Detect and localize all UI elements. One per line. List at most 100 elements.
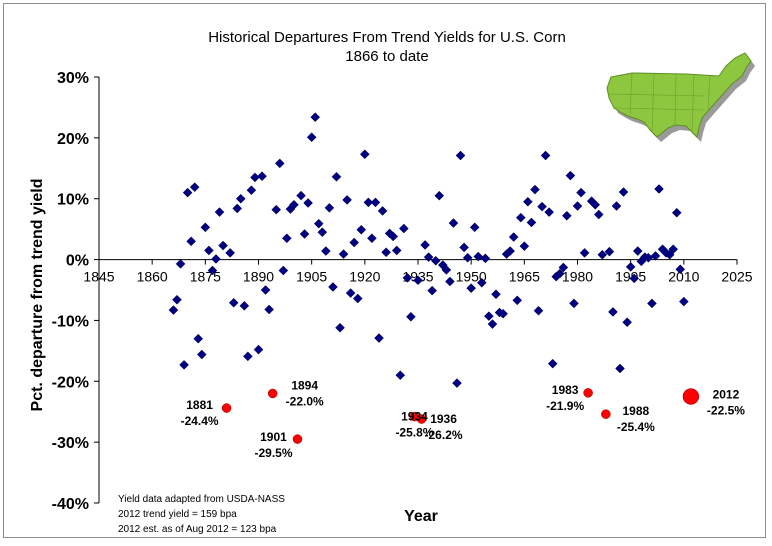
data-point [654,184,664,194]
data-point [576,187,586,198]
x-tick-label: 1995 [615,269,646,285]
data-point [554,268,565,279]
data-point [487,319,498,329]
data-point [434,190,445,201]
x-tick-label: 1965 [509,269,540,285]
data-point [235,193,246,204]
data-point [278,265,289,276]
y-tick-label: 20% [57,131,89,148]
data-point [359,149,370,160]
data-point [352,293,363,304]
data-point [168,305,179,315]
data-point [459,242,469,253]
data-point [214,207,225,217]
chart-subtitle: 1866 to date [345,48,428,65]
data-point [632,246,643,256]
data-point [186,236,197,247]
data-point [505,246,516,256]
annotation-value: -25.4% [617,420,655,434]
data-point [423,252,434,262]
data-point [356,224,367,235]
data-point [544,207,554,217]
data-point [395,370,406,381]
data-point [211,254,221,264]
data-point [282,233,292,244]
data-point [413,275,423,286]
annotation-value: -21.9% [546,399,584,413]
data-point [629,273,640,284]
data-point [572,201,583,211]
data-point [218,240,228,251]
data-point [377,206,388,216]
data-point [608,307,618,317]
highlight-point [416,414,427,424]
data-point [172,294,182,305]
data-point [519,241,530,252]
data-point [349,237,360,248]
data-point [296,190,306,201]
annotation-value: -22.0% [286,394,324,408]
data-point [675,264,686,275]
annotation-year: 1934 [401,410,428,424]
data-point [313,218,324,229]
data-point [179,360,189,370]
data-point [374,333,384,343]
data-point [650,251,661,261]
data-point [370,197,381,208]
data-point [260,285,271,295]
data-point [430,255,441,266]
highlight-point [221,403,232,413]
data-point [547,358,558,369]
data-point [406,311,416,322]
data-point [462,252,473,263]
data-point [515,212,526,223]
data-point [204,245,214,256]
data-point [445,276,455,287]
data-point [264,304,274,315]
data-point [448,218,459,228]
data-point [317,227,328,238]
data-point [175,258,186,269]
data-point [367,233,377,244]
data-point [625,262,636,272]
x-tick-label: 1860 [137,269,168,285]
data-point [345,288,356,298]
data-point [391,245,402,256]
annotations: 1881 -24.4% 1894 -22.0% 1901 -29.5% 1934 -25.8%… [181,378,746,460]
x-tick-label: 1905 [296,269,327,285]
data-point [565,170,576,181]
us-map-icon [606,52,755,142]
data-point [455,150,466,161]
data-point [381,247,391,258]
data-point [271,204,282,215]
annotation-year: 2012 [713,388,740,402]
note-line: 2012 trend yield = 159 bpa [118,509,237,520]
annotation-year: 1936 [430,412,457,426]
highlight-point [583,388,593,398]
data-point [466,283,477,294]
data-point [331,171,342,182]
scatter-chart: Historical Departures From Trend Yields … [29,29,755,535]
data-point [540,150,551,161]
annotation-year: 1881 [186,398,213,412]
axes: -40%-30%-20%-10%0%10%20%30%1845 1860 1875 1… [52,70,753,513]
data-point [615,363,625,374]
x-axis-label: Year [404,508,438,525]
chart-title: Historical Departures From Trend Yields … [208,29,566,46]
data-point [324,202,335,213]
data-point [338,249,349,259]
data-point [537,201,547,212]
data-point [611,201,622,211]
annotation-value: -24.4% [181,414,219,428]
data-point [480,253,491,264]
data-point [593,209,604,220]
data-point [647,298,657,309]
data-point [473,251,484,262]
data-point [597,249,608,260]
data-point [402,272,413,283]
highlight-point [292,434,303,444]
y-tick-label: 0% [66,253,89,270]
data-point [590,199,601,210]
data-point [225,248,235,258]
data-point [562,210,572,221]
